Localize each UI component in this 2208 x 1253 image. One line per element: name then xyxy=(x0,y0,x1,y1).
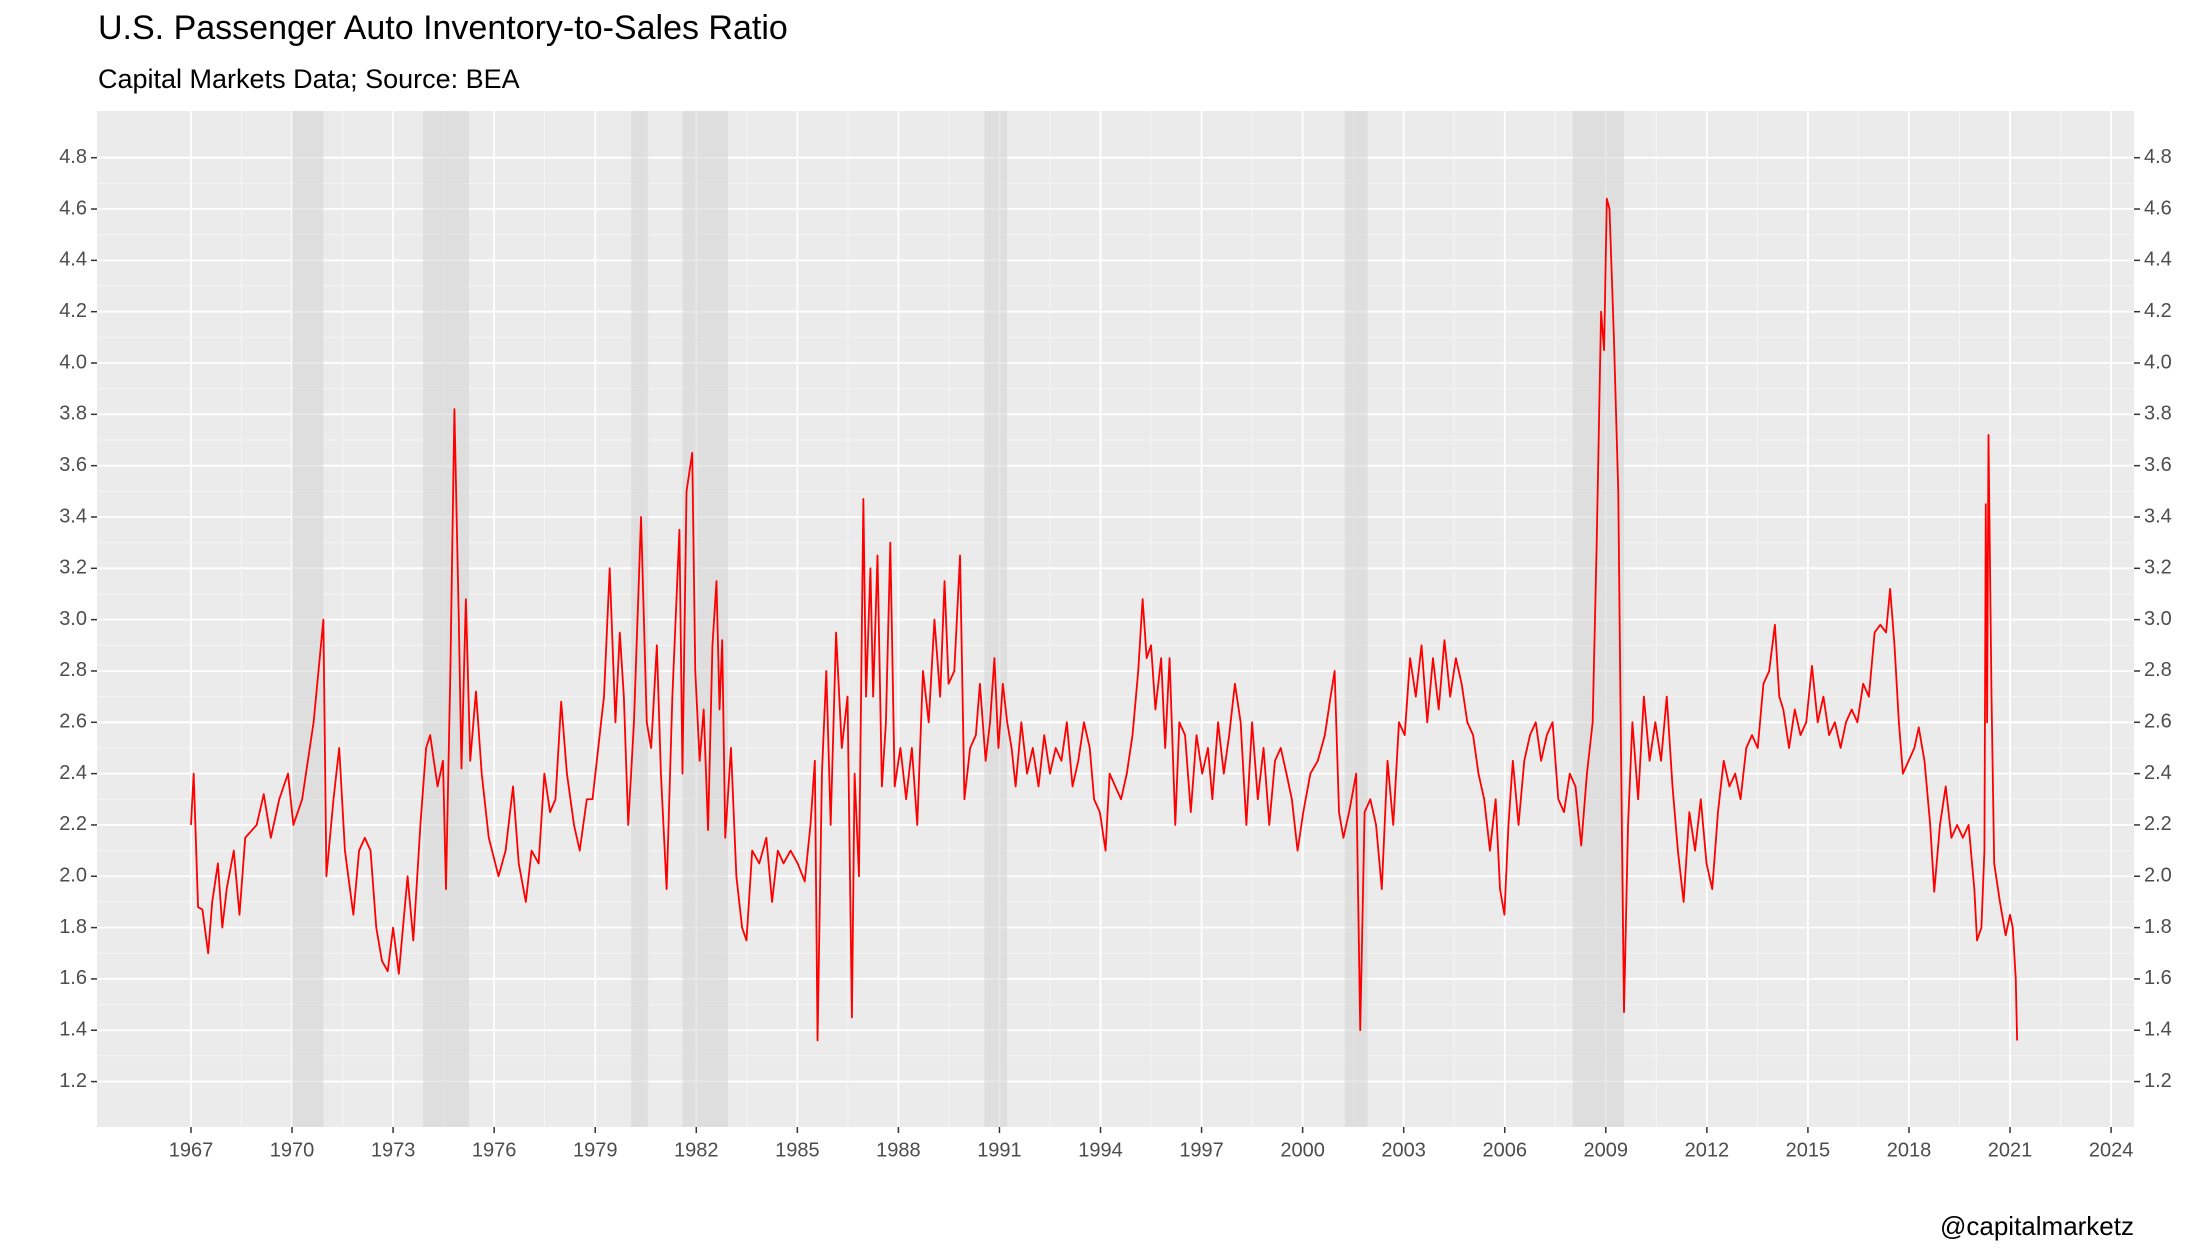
shaded-period xyxy=(1572,111,1624,1127)
y-tick-label: 3.2 xyxy=(59,557,87,579)
y2-tick-label: 3.6 xyxy=(2144,454,2172,476)
y2-tick-label: 1.4 xyxy=(2144,1019,2172,1041)
y2-tick-label: 2.8 xyxy=(2144,659,2172,681)
y-tick-label: 3.8 xyxy=(59,403,87,425)
y2-tick-label: 4.8 xyxy=(2144,146,2172,168)
y-tick-label: 2.2 xyxy=(59,813,87,835)
x-tick-label: 2003 xyxy=(1381,1139,1426,1161)
x-tick-label: 1985 xyxy=(775,1139,820,1161)
y2-tick-label: 3.8 xyxy=(2144,403,2172,425)
shaded-period xyxy=(423,111,469,1127)
y-tick-label: 1.6 xyxy=(59,967,87,989)
x-tick-label: 1967 xyxy=(169,1139,214,1161)
y2-tick-label: 2.4 xyxy=(2144,762,2172,784)
x-tick-label: 2012 xyxy=(1685,1139,1730,1161)
y-tick-label: 2.6 xyxy=(59,711,87,733)
x-tick-label: 2000 xyxy=(1280,1139,1325,1161)
y-tick-label: 1.4 xyxy=(59,1019,87,1041)
y-tick-label: 3.4 xyxy=(59,505,87,527)
x-tick-label: 2018 xyxy=(1887,1139,1932,1161)
y-tick-label: 3.6 xyxy=(59,454,87,476)
y-tick-label: 1.2 xyxy=(59,1070,87,1092)
y2-tick-label: 1.6 xyxy=(2144,967,2172,989)
y2-tick-label: 2.0 xyxy=(2144,865,2172,887)
y2-tick-label: 2.6 xyxy=(2144,711,2172,733)
y-tick-label: 4.6 xyxy=(59,197,87,219)
x-tick-label: 1991 xyxy=(977,1139,1022,1161)
chart-title: U.S. Passenger Auto Inventory-to-Sales R… xyxy=(98,9,788,47)
x-tick-label: 2006 xyxy=(1482,1139,1527,1161)
y2-tick-label: 4.2 xyxy=(2144,300,2172,322)
y-tick-label: 4.4 xyxy=(59,249,87,271)
x-tick-label: 2024 xyxy=(2089,1139,2134,1161)
y2-tick-label: 3.0 xyxy=(2144,608,2172,630)
x-tick-label: 1973 xyxy=(371,1139,416,1161)
y2-tick-label: 4.4 xyxy=(2144,249,2172,271)
x-tick-label: 1994 xyxy=(1078,1139,1123,1161)
y-tick-label: 2.0 xyxy=(59,865,87,887)
x-tick-label: 2015 xyxy=(1786,1139,1831,1161)
x-tick-label: 2009 xyxy=(1584,1139,1629,1161)
y-tick-label: 1.8 xyxy=(59,916,87,938)
shaded-period xyxy=(1344,111,1368,1127)
x-tick-label: 1997 xyxy=(1179,1139,1224,1161)
x-tick-label: 1976 xyxy=(472,1139,517,1161)
shaded-period xyxy=(682,111,728,1127)
x-tick-label: 2021 xyxy=(1988,1139,2033,1161)
x-tick-label: 1988 xyxy=(876,1139,921,1161)
y-tick-label: 4.8 xyxy=(59,146,87,168)
x-tick-label: 1982 xyxy=(674,1139,719,1161)
y-tick-label: 3.0 xyxy=(59,608,87,630)
y2-tick-label: 4.6 xyxy=(2144,197,2172,219)
data-line xyxy=(190,197,2019,1042)
caption: @capitalmarketz xyxy=(1940,1211,2134,1241)
y2-tick-label: 1.8 xyxy=(2144,916,2172,938)
y-tick-label: 4.2 xyxy=(59,300,87,322)
y-tick-label: 4.0 xyxy=(59,351,87,373)
y2-tick-label: 1.2 xyxy=(2144,1070,2172,1092)
x-tick-label: 1970 xyxy=(270,1139,315,1161)
y-tick-label: 2.8 xyxy=(59,659,87,681)
y2-tick-label: 3.2 xyxy=(2144,557,2172,579)
y-tick-label: 2.4 xyxy=(59,762,87,784)
shaded-period xyxy=(631,111,649,1127)
shaded-period xyxy=(984,111,1008,1127)
y2-tick-label: 2.2 xyxy=(2144,813,2172,835)
y2-tick-label: 4.0 xyxy=(2144,351,2172,373)
x-tick-label: 1979 xyxy=(573,1139,618,1161)
shaded-period xyxy=(292,111,324,1127)
chart-subtitle: Capital Markets Data; Source: BEA xyxy=(98,64,520,94)
y2-tick-label: 3.4 xyxy=(2144,505,2172,527)
